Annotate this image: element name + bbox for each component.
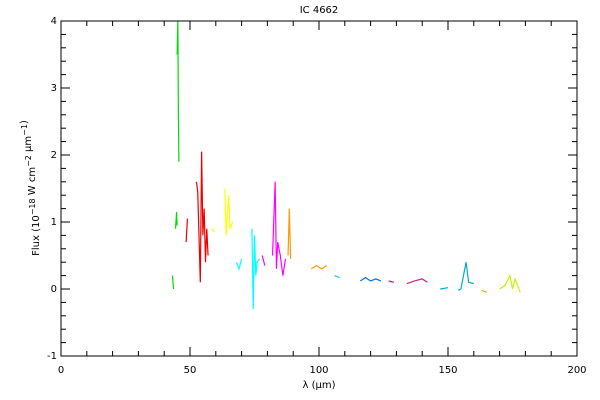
spectrum-line <box>499 273 521 293</box>
x-tick-label: 150 <box>438 365 457 376</box>
y-label-superscript: −1 <box>20 124 29 136</box>
spectrum-line <box>171 20 180 290</box>
y-label-part: ) <box>19 120 30 124</box>
x-tick-label: 200 <box>567 365 586 376</box>
x-tick-label: 0 <box>58 365 64 376</box>
spectrum-line <box>261 181 287 276</box>
chart-title: IC 4662 <box>300 5 339 16</box>
y-tick-label: -1 <box>47 351 57 362</box>
y-label-superscript: −18 <box>28 198 37 215</box>
spectrum-line <box>481 289 487 293</box>
y-tick-label: 1 <box>51 217 57 228</box>
spectrum-line <box>359 276 382 282</box>
y-label-superscript: −2 <box>24 155 33 167</box>
y-label-part: Flux (10 <box>31 215 42 256</box>
spectrum-line <box>388 280 394 283</box>
spectrum-line <box>185 151 209 283</box>
x-tick-label: 50 <box>184 365 197 376</box>
x-tick-label: 100 <box>309 365 328 376</box>
x-axis-label: λ (μm) <box>302 380 335 391</box>
y-axis-label: Flux (10−18 W cm−2 μm−1) <box>19 120 42 256</box>
spectrum-line <box>440 262 474 291</box>
y-label-part: W cm <box>27 167 38 198</box>
spectrum-line <box>235 228 261 310</box>
y-tick-label: 4 <box>51 16 57 27</box>
y-tick-label: 3 <box>51 83 57 94</box>
y-label-part: μm <box>23 136 34 155</box>
spectrum-line <box>334 275 340 279</box>
y-tick-label: 2 <box>51 150 57 161</box>
spectrum-line <box>287 208 328 270</box>
y-tick-label: 0 <box>51 284 57 295</box>
spectrum-line <box>211 188 234 236</box>
spectrum-line <box>406 278 428 285</box>
